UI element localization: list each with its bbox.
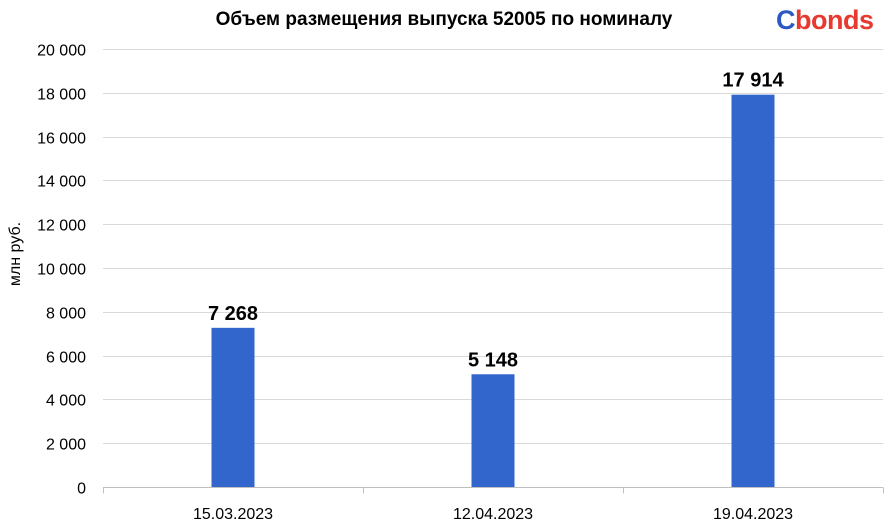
y-axis-label: млн руб. [7,222,24,286]
data-label: 17 914 [722,70,784,92]
x-tick-label: 15.03.2023 [193,506,273,523]
data-label: 7 268 [208,303,258,325]
y-tick-label: 16 000 [37,131,86,148]
chart-title: Объем размещения выпуска 52005 по номина… [215,9,673,30]
y-tick-label: 8 000 [46,306,86,323]
y-tick-label: 18 000 [37,87,86,104]
data-label: 5 148 [468,349,518,371]
y-tick-label: 2 000 [46,437,86,454]
bar [731,94,775,487]
y-tick-label: 14 000 [37,174,86,191]
y-tick-label: 0 [77,481,86,498]
y-tick-label: 10 000 [37,262,86,279]
bar [471,374,515,487]
cbonds-logo: Cbonds [776,5,874,35]
axes [103,487,884,494]
y-tick-label: 4 000 [46,393,86,410]
bars [211,94,775,487]
y-tick-label: 20 000 [37,43,86,60]
bar [211,327,255,487]
x-tick-label: 12.04.2023 [453,506,533,523]
y-tick-label: 12 000 [37,218,86,235]
y-tick-label: 6 000 [46,350,86,367]
labels: 0 2 000 4 000 6 000 8 000 10 000 12 000 14 000 1… [37,43,793,524]
x-tick-label: 19.04.2023 [713,506,793,523]
